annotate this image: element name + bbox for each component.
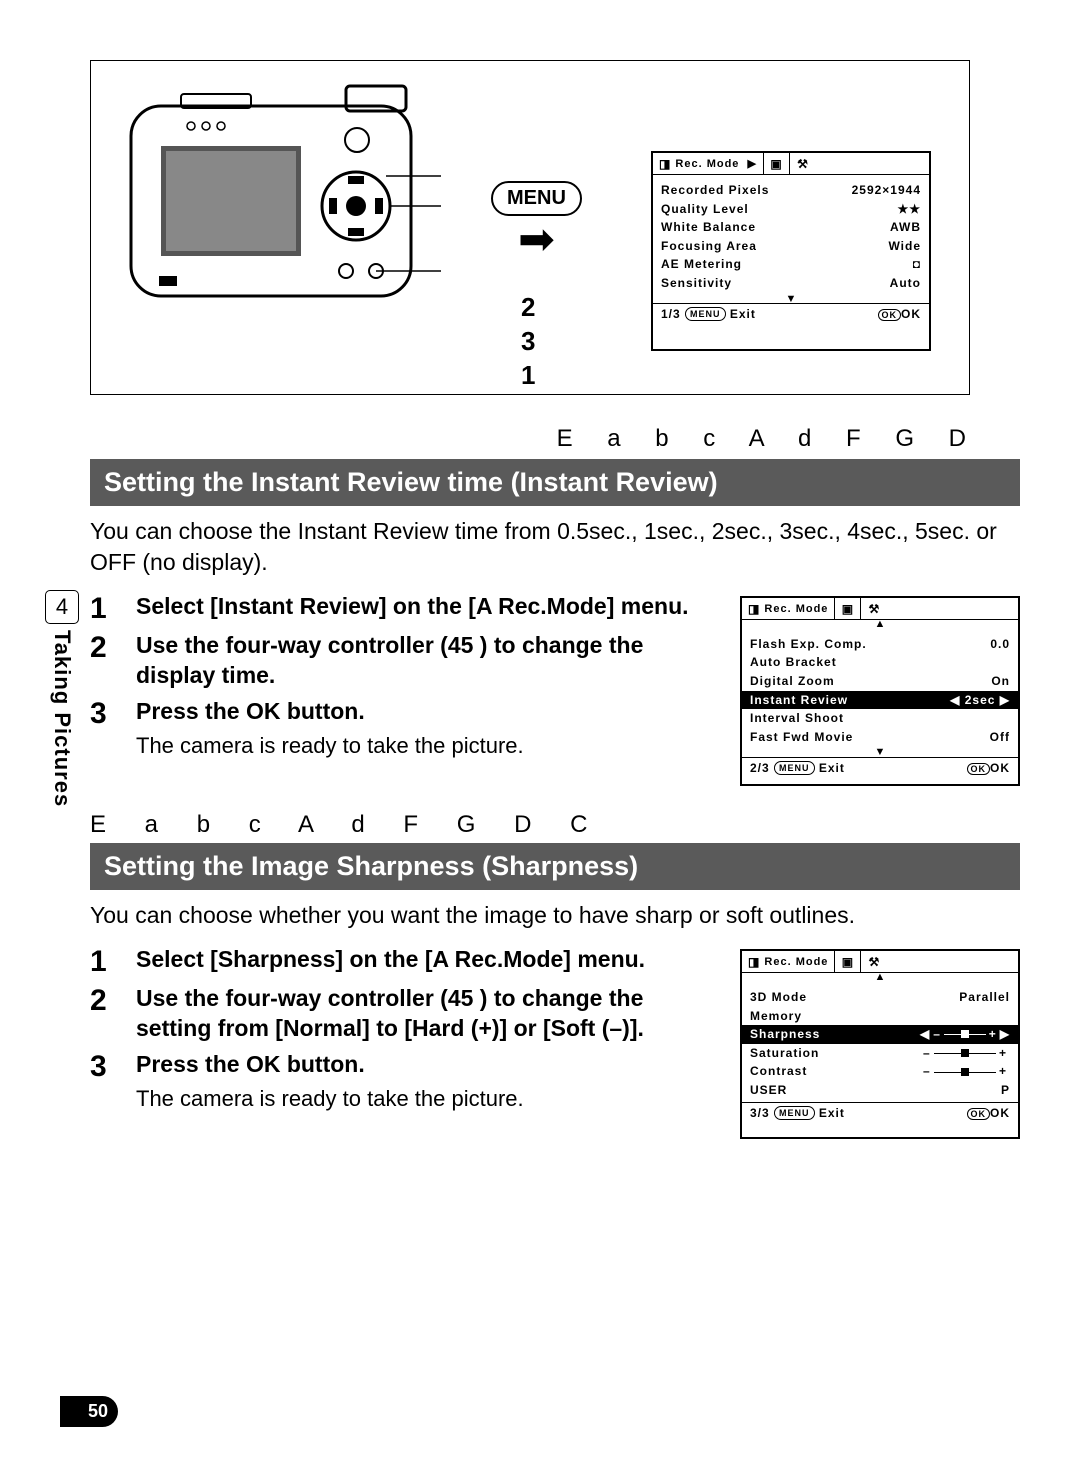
down-arrow-icon: ▼ bbox=[742, 748, 1018, 757]
camera-icon: ◨ bbox=[748, 602, 760, 616]
lcd-row: 3D ModeParallel bbox=[750, 988, 1010, 1007]
step-row: 2 Use the four-way controller (45 ) to c… bbox=[90, 631, 720, 691]
lcd-row: AE Metering◘ bbox=[661, 255, 921, 274]
lcd-screen-1: ◨ Rec. Mode ▶ ▣ ⚒ Recorded Pixels2592×19… bbox=[651, 151, 931, 351]
lcd-screen-2: ◨ Rec. Mode ▣ ⚒ ▲ Flash Exp. Comp.0.0Aut… bbox=[740, 596, 1020, 786]
camera-icon: ◨ bbox=[748, 955, 760, 969]
lcd-row: Focusing AreaWide bbox=[661, 237, 921, 256]
menu-pill-icon: MENU bbox=[685, 307, 726, 321]
menu-pill-icon: MENU bbox=[774, 761, 815, 775]
lcd-row: Instant Review◀ 2sec ▶ bbox=[742, 691, 1018, 710]
lcd-row: USERP bbox=[750, 1081, 1010, 1100]
section-intro-1: You can choose the Instant Review time f… bbox=[90, 516, 1020, 578]
section-title-1: Setting the Instant Review time (Instant… bbox=[90, 459, 1020, 506]
lcd-row: Saturation–+ bbox=[750, 1044, 1010, 1063]
step-row: 3 Press the OK button. The camera is rea… bbox=[90, 1050, 720, 1112]
lcd-screen-3: ◨ Rec. Mode ▣ ⚒ ▲ 3D ModeParallelMemoryS… bbox=[740, 949, 1020, 1139]
setup-tab-icon: ⚒ bbox=[861, 951, 887, 972]
menu-badge: MENU bbox=[491, 181, 582, 216]
lcd-row: SensitivityAuto bbox=[661, 274, 921, 293]
step-row: 1 Select [Instant Review] on the [A Rec.… bbox=[90, 592, 720, 625]
lcd-row: Contrast–+ bbox=[750, 1062, 1010, 1081]
up-arrow-icon: ▲ bbox=[742, 973, 1018, 982]
lcd-row: Auto Bracket bbox=[750, 653, 1010, 672]
figure-box: MENU ➡ 2 3 1 ◨ Rec. Mode ▶ ▣ ⚒ Recorded … bbox=[90, 60, 970, 395]
lcd-row: Quality Level★★ bbox=[661, 200, 921, 219]
down-arrow-icon: ▼ bbox=[653, 295, 929, 304]
setup-tab-icon: ⚒ bbox=[790, 153, 816, 174]
camera-icon: ◨ bbox=[659, 157, 671, 171]
lcd-row: Recorded Pixels2592×1944 bbox=[661, 181, 921, 200]
side-section-label: Taking Pictures bbox=[49, 630, 75, 807]
mode-icons-row-1: E a b c A d F G D bbox=[90, 425, 1020, 453]
section-title-2: Setting the Image Sharpness (Sharpness) bbox=[90, 843, 1020, 890]
lcd-row: Sharpness◀–+▶ bbox=[742, 1025, 1018, 1044]
step-row: 3 Press the OK button. The camera is rea… bbox=[90, 697, 720, 759]
lcd-row: Memory bbox=[750, 1007, 1010, 1026]
up-arrow-icon: ▲ bbox=[742, 620, 1018, 629]
ok-pill-icon: OK bbox=[967, 763, 991, 775]
ok-pill-icon: OK bbox=[967, 1108, 991, 1120]
step-row: 1 Select [Sharpness] on the [A Rec.Mode]… bbox=[90, 945, 720, 978]
section-intro-2: You can choose whether you want the imag… bbox=[90, 900, 1020, 931]
page-number: 50 bbox=[60, 1396, 118, 1427]
side-section-number: 4 bbox=[45, 590, 79, 624]
play-tab-icon: ▣ bbox=[835, 598, 861, 619]
lcd-row: Fast Fwd MovieOff bbox=[750, 728, 1010, 747]
figure-step-numbers: 2 3 1 bbox=[521, 291, 535, 392]
lcd-row: White BalanceAWB bbox=[661, 218, 921, 237]
play-tab-icon: ▣ bbox=[835, 951, 861, 972]
lcd-row: Interval Shoot bbox=[750, 709, 1010, 728]
ok-pill-icon: OK bbox=[878, 309, 902, 321]
menu-pill-icon: MENU bbox=[774, 1106, 815, 1120]
camera-illustration bbox=[121, 76, 441, 326]
lcd-row: Digital ZoomOn bbox=[750, 672, 1010, 691]
mode-icons-row-2: E a b c A d F G D C bbox=[90, 811, 1020, 839]
setup-tab-icon: ⚒ bbox=[861, 598, 887, 619]
play-tab-icon: ▣ bbox=[764, 153, 790, 174]
arrow-right-icon: ➡ bbox=[491, 222, 582, 257]
step-row: 2 Use the four-way controller (45 ) to c… bbox=[90, 984, 720, 1044]
lcd-row: Flash Exp. Comp.0.0 bbox=[750, 635, 1010, 654]
